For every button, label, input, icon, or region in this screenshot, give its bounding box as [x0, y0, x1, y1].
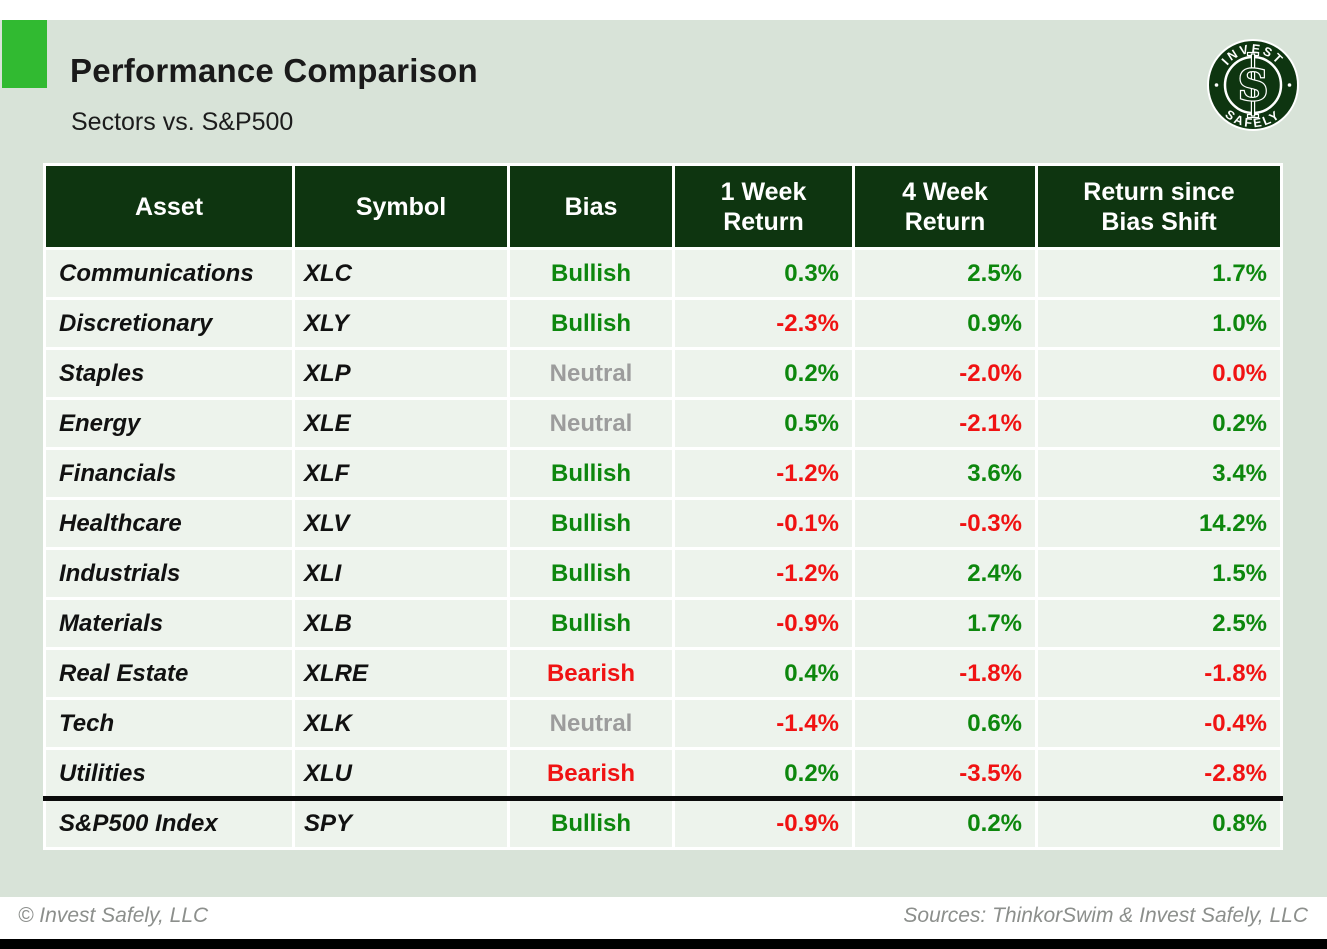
performance-table: Asset Symbol Bias 1 Week Return 4 Week Retur…	[43, 163, 1283, 850]
return-cell: 3.6%	[855, 450, 1035, 497]
return-cell: -1.4%	[675, 700, 852, 747]
return-cell: 2.5%	[1038, 600, 1280, 647]
return-cell: -2.3%	[675, 300, 852, 347]
return-cell: -0.9%	[675, 800, 852, 847]
return-cell: -2.8%	[1038, 750, 1280, 797]
symbol-cell: XLE	[295, 400, 507, 447]
return-cell: 2.5%	[855, 250, 1035, 297]
footer-copyright: © Invest Safely, LLC	[18, 904, 209, 927]
accent-square	[2, 20, 47, 88]
asset-cell: Staples	[46, 350, 292, 397]
return-cell: -0.9%	[675, 600, 852, 647]
symbol-cell: XLC	[295, 250, 507, 297]
bias-cell: Bullish	[510, 300, 672, 347]
asset-cell: Tech	[46, 700, 292, 747]
asset-cell: Discretionary	[46, 300, 292, 347]
column-header: Asset	[46, 166, 292, 247]
logo-right-dot	[1287, 83, 1292, 87]
return-cell: 0.9%	[855, 300, 1035, 347]
return-cell: 1.7%	[1038, 250, 1280, 297]
return-cell: -3.5%	[855, 750, 1035, 797]
return-cell: 14.2%	[1038, 500, 1280, 547]
return-cell: -1.8%	[1038, 650, 1280, 697]
bottom-bar	[0, 939, 1327, 949]
return-cell: 1.0%	[1038, 300, 1280, 347]
footer-sources: Sources: ThinkorSwim & Invest Safely, LL…	[903, 904, 1308, 927]
return-cell: -1.8%	[855, 650, 1035, 697]
logo-left-dot	[1214, 83, 1219, 87]
return-cell: 0.4%	[675, 650, 852, 697]
asset-cell: Utilities	[46, 750, 292, 797]
return-cell: 0.8%	[1038, 800, 1280, 847]
column-header: Symbol	[295, 166, 507, 247]
bias-cell: Neutral	[510, 700, 672, 747]
column-header: Bias	[510, 166, 672, 247]
return-cell: 0.6%	[855, 700, 1035, 747]
asset-cell: Materials	[46, 600, 292, 647]
asset-cell: Energy	[46, 400, 292, 447]
column-header: 4 Week Return	[855, 166, 1035, 247]
symbol-cell: XLB	[295, 600, 507, 647]
page-title: Performance Comparison	[70, 52, 478, 89]
bias-cell: Neutral	[510, 400, 672, 447]
bias-cell: Neutral	[510, 350, 672, 397]
return-cell: -1.2%	[675, 450, 852, 497]
return-cell: 0.0%	[1038, 350, 1280, 397]
return-cell: 0.2%	[855, 800, 1035, 847]
asset-cell: Communications	[46, 250, 292, 297]
return-cell: -0.1%	[675, 500, 852, 547]
return-cell: -0.4%	[1038, 700, 1280, 747]
return-cell: 0.2%	[1038, 400, 1280, 447]
return-cell: 0.5%	[675, 400, 852, 447]
bias-cell: Bearish	[510, 650, 672, 697]
bias-cell: Bullish	[510, 800, 672, 847]
page-subtitle: Sectors vs. S&P500	[71, 108, 294, 136]
asset-cell: Healthcare	[46, 500, 292, 547]
return-cell: 1.5%	[1038, 550, 1280, 597]
return-cell: 1.7%	[855, 600, 1035, 647]
symbol-cell: XLF	[295, 450, 507, 497]
symbol-cell: XLI	[295, 550, 507, 597]
spy-separator-line	[43, 796, 1283, 801]
bias-cell: Bearish	[510, 750, 672, 797]
logo-monogram: S	[1238, 61, 1268, 110]
symbol-cell: XLK	[295, 700, 507, 747]
bias-cell: Bullish	[510, 600, 672, 647]
return-cell: 3.4%	[1038, 450, 1280, 497]
asset-cell: Real Estate	[46, 650, 292, 697]
asset-cell: Industrials	[46, 550, 292, 597]
return-cell: 2.4%	[855, 550, 1035, 597]
bias-cell: Bullish	[510, 500, 672, 547]
return-cell: 0.2%	[675, 350, 852, 397]
bias-cell: Bullish	[510, 250, 672, 297]
bias-cell: Bullish	[510, 550, 672, 597]
invest-safely-logo: S INVEST SAFELY	[1207, 39, 1299, 131]
asset-cell: S&P500 Index	[46, 800, 292, 847]
return-cell: -1.2%	[675, 550, 852, 597]
column-header: Return since Bias Shift	[1038, 166, 1280, 247]
return-cell: 0.3%	[675, 250, 852, 297]
symbol-cell: XLRE	[295, 650, 507, 697]
asset-cell: Financials	[46, 450, 292, 497]
return-cell: -2.0%	[855, 350, 1035, 397]
symbol-cell: XLY	[295, 300, 507, 347]
symbol-cell: XLP	[295, 350, 507, 397]
return-cell: -2.1%	[855, 400, 1035, 447]
symbol-cell: XLU	[295, 750, 507, 797]
bias-cell: Bullish	[510, 450, 672, 497]
column-header: 1 Week Return	[675, 166, 852, 247]
symbol-cell: SPY	[295, 800, 507, 847]
logo-i-bar	[1250, 53, 1256, 117]
return-cell: -0.3%	[855, 500, 1035, 547]
symbol-cell: XLV	[295, 500, 507, 547]
return-cell: 0.2%	[675, 750, 852, 797]
